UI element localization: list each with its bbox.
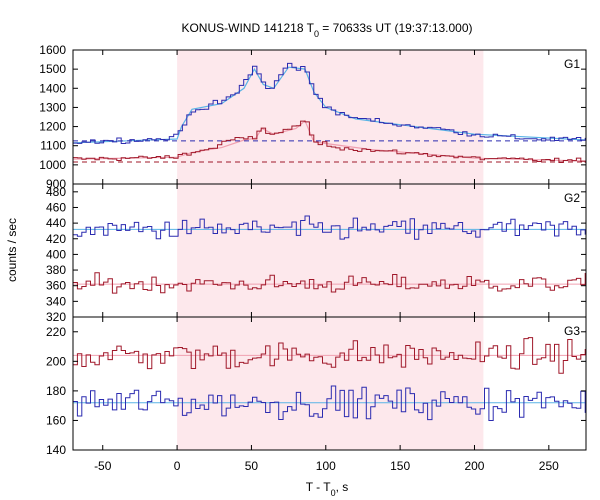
panel-G1-blue-series	[73, 62, 586, 144]
panel-G3-frame	[72, 316, 587, 451]
x-tick-label: 0	[174, 459, 181, 473]
panel-G1-y-tick-label: 1300	[39, 100, 66, 114]
panel-G3-red-series	[73, 337, 586, 374]
panel-G3-blue-series	[73, 385, 586, 421]
x-tick-label: 250	[539, 459, 559, 473]
panel-G1-y-tick-label: 1400	[39, 81, 66, 95]
panel-label-G3: G3	[564, 324, 580, 338]
panel-G1-y-tick-label: 1000	[39, 158, 66, 172]
highlight-rect	[177, 50, 484, 450]
panel-G3-y-tick-label: 180	[46, 384, 66, 398]
panel-G2-series	[73, 215, 586, 294]
panel-G1-y-tick-label: 1600	[39, 43, 66, 57]
panel-G1-series	[73, 62, 586, 163]
chart-title: KONUS-WIND 141218 T0 = 70633s UT (19:37:…	[181, 21, 472, 39]
panel-G1-red-series	[73, 120, 586, 163]
x-tick-label: 150	[390, 459, 410, 473]
panel-G2-y-tick-label: 380	[46, 263, 66, 277]
panel-G3-y-tick-label: 160	[46, 413, 66, 427]
x-axis-title: T - T0, s	[306, 480, 349, 498]
panel-G2-y-tick-label: 420	[46, 232, 66, 246]
series-layer	[73, 62, 586, 421]
panel-G2-y-tick-label: 480	[46, 185, 66, 199]
x-tick-label: 50	[245, 459, 259, 473]
panel-G1-y-tick-label: 900	[46, 177, 66, 191]
panel-G2-y-tick-label: 360	[46, 279, 66, 293]
x-tick-label: 100	[316, 459, 336, 473]
panel-G3-y-tick-label: 220	[46, 325, 66, 339]
x-tick-label: 200	[464, 459, 484, 473]
panel-G2-y-tick-label: 460	[46, 200, 66, 214]
panel-G1-y-tick-label: 1200	[39, 120, 66, 134]
panel-label-G1: G1	[564, 57, 580, 71]
panel-G1-y-tick-label: 1100	[40, 139, 66, 153]
chart-labels: KONUS-WIND 141218 T0 = 70633s UT (19:37:…	[5, 21, 580, 498]
panel-G3-y-tick-label: 200	[46, 354, 66, 368]
panel-G2-y-tick-label: 320	[46, 310, 66, 324]
panel-frames	[72, 49, 587, 451]
panel-G2-red-series	[73, 272, 586, 294]
panel-G2-y-tick-label: 440	[46, 216, 66, 230]
panel-G3-series	[73, 337, 586, 421]
panel-G2-blue-series	[73, 215, 586, 240]
panel-label-G2: G2	[564, 191, 580, 205]
panel-G2-y-tick-label: 400	[46, 247, 66, 261]
panel-G3-y-tick-label: 140	[46, 443, 66, 457]
panel-G2-y-tick-label: 340	[46, 294, 66, 308]
y-axis-title: counts / sec	[5, 218, 19, 282]
burst-interval-highlight	[177, 50, 484, 450]
panel-G1-y-tick-label: 1500	[39, 62, 66, 76]
x-tick-label: -50	[94, 459, 112, 473]
